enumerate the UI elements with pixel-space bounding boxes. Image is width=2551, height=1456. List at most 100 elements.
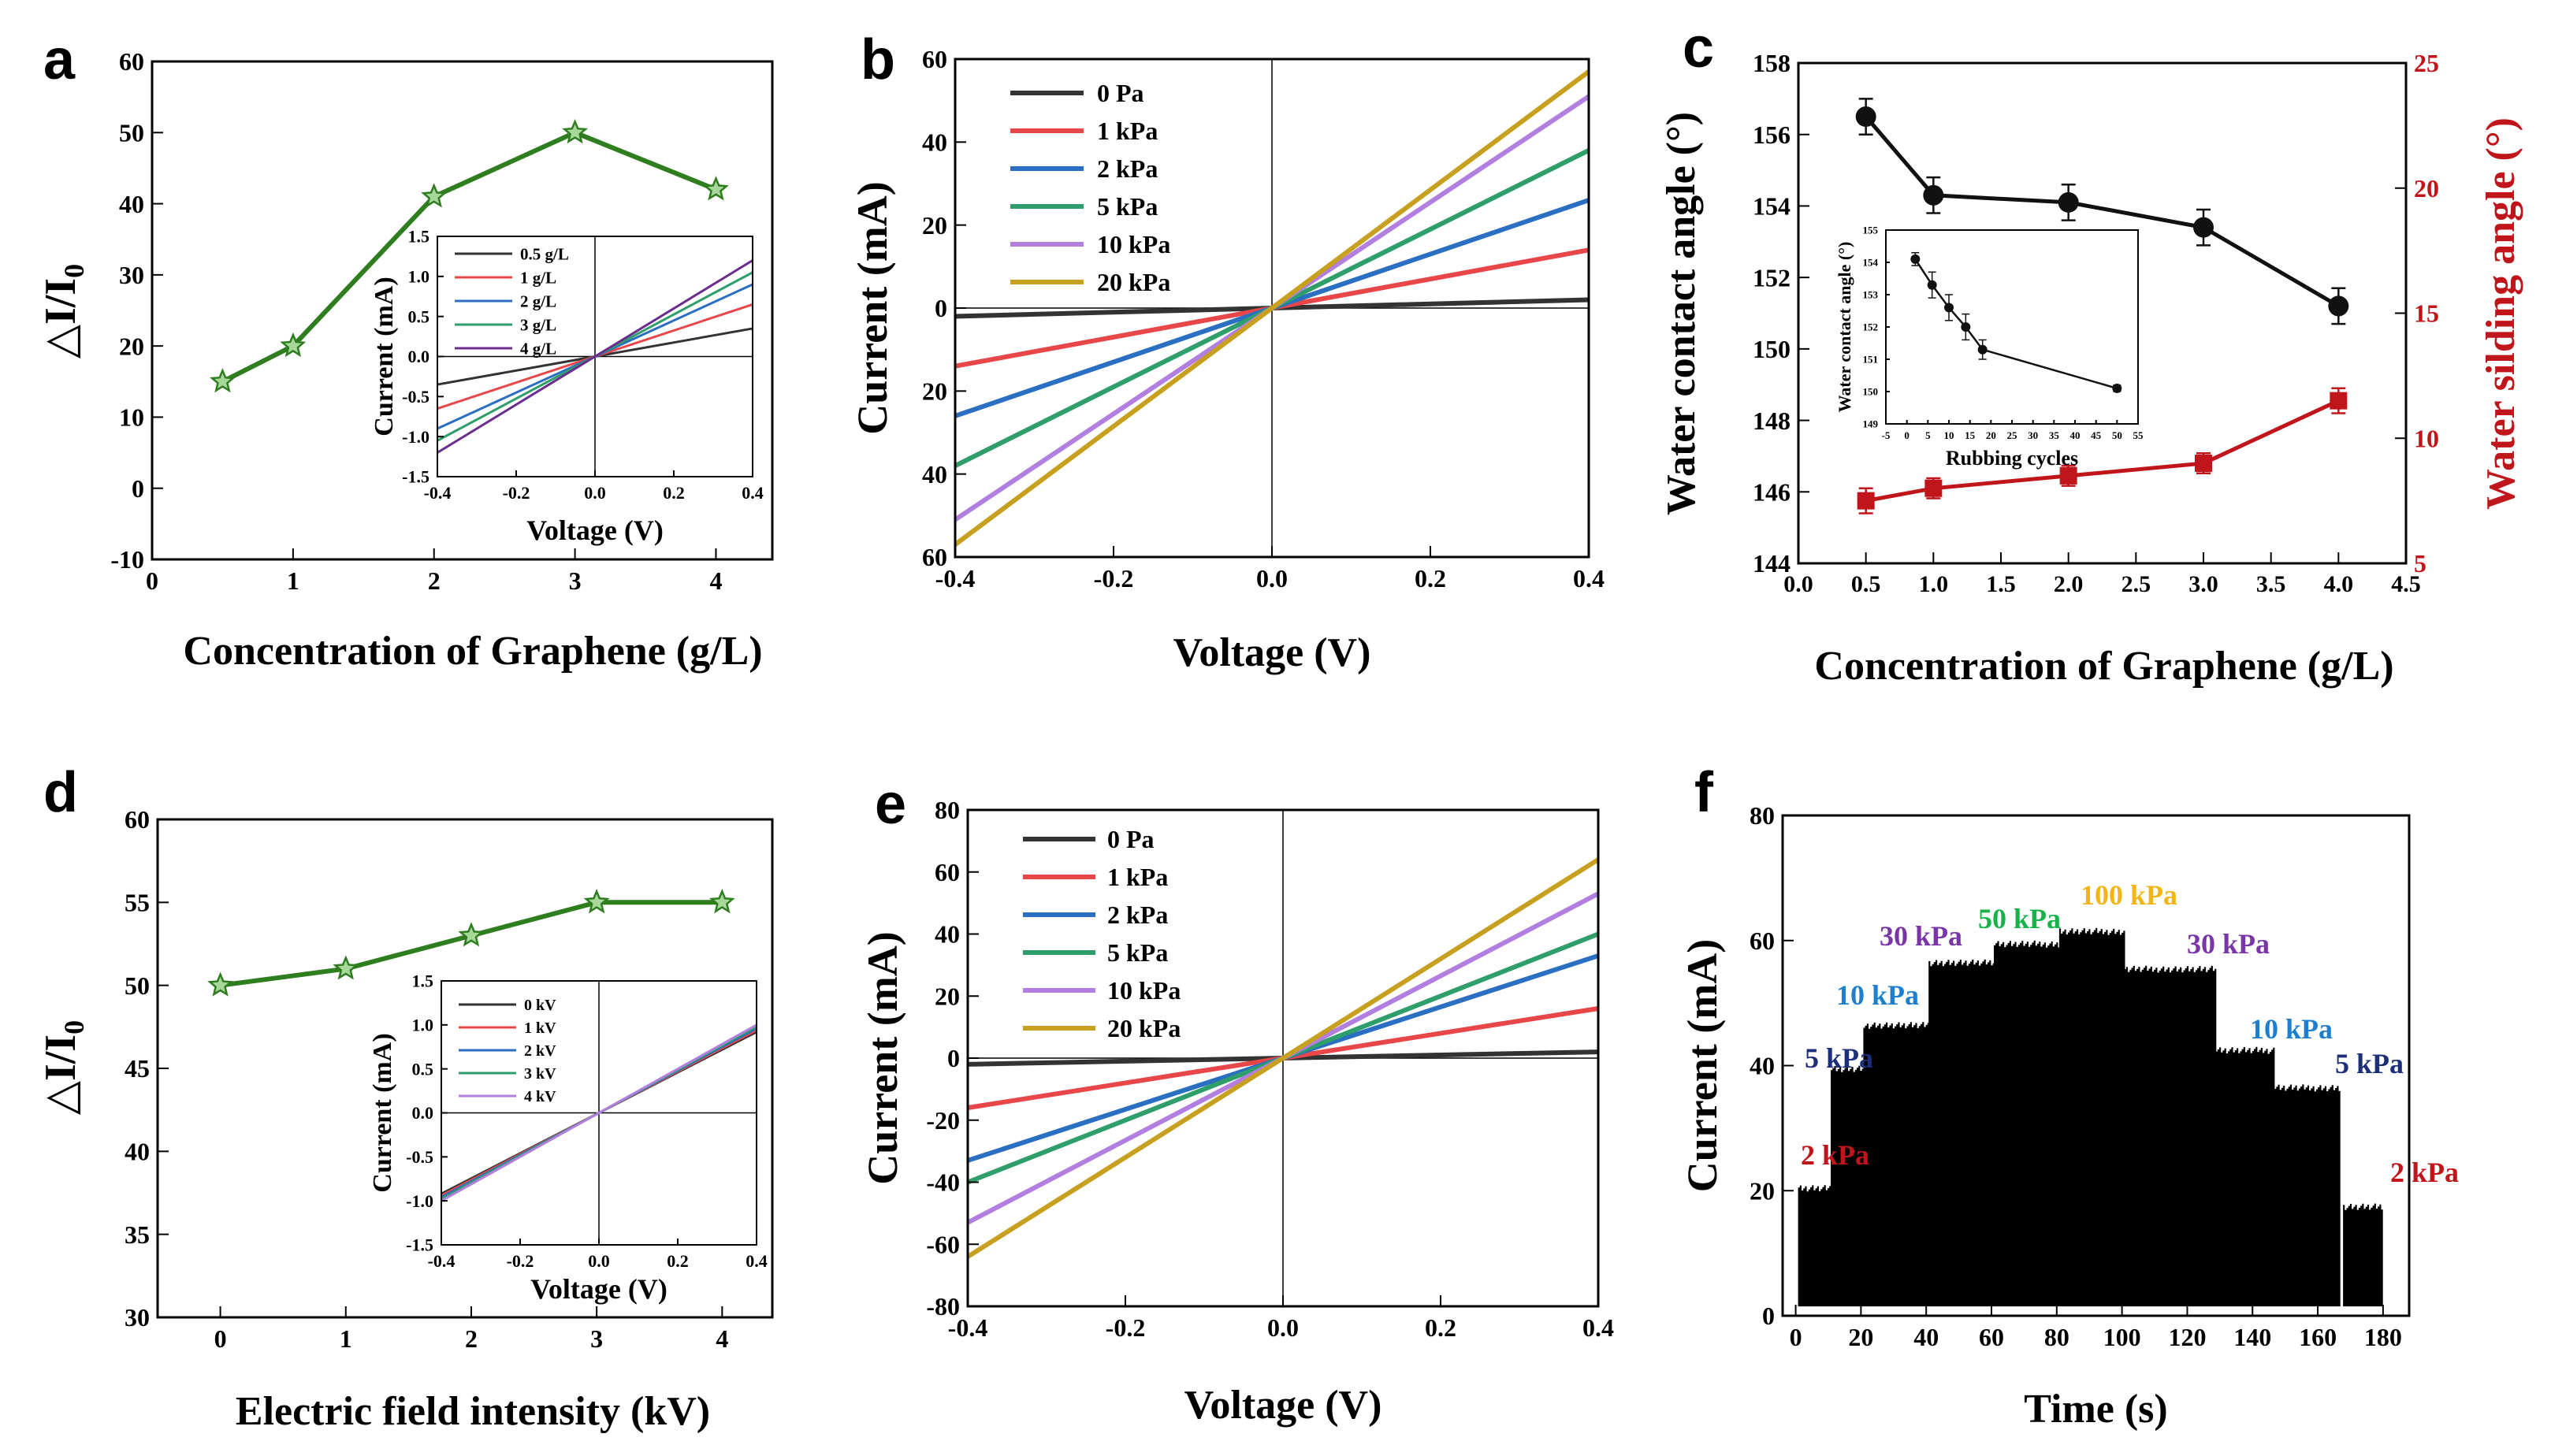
panel-d-inset-ytick-label: -1.0 <box>406 1191 433 1211</box>
panel-c-square-marker <box>2330 392 2348 410</box>
panel-d-ytick-label: 30 <box>125 1303 150 1332</box>
panel-c-xtick-label: 3.5 <box>2256 571 2286 597</box>
panel-f-xtick-label: 120 <box>2168 1323 2206 1351</box>
panel-c-ytick-label: 156 <box>1753 121 1791 149</box>
panel-c-ytick-label-right: 25 <box>2414 49 2439 77</box>
panel-c-inset-xtick-label: 15 <box>1965 429 1976 441</box>
panel-f-pressure-label: 30 kPa <box>2187 928 2270 960</box>
panel-c-inset-xtick-label: 45 <box>2091 429 2102 441</box>
panel-b-ylabel: Current (mA) <box>849 181 896 434</box>
panel-d-inset-xlabel: Voltage (V) <box>530 1273 667 1305</box>
panel-d-xtick-label: 4 <box>716 1324 728 1353</box>
panel-c-inset-circle-marker <box>1944 303 1954 313</box>
panel-a-inset-ytick-label: 1.5 <box>408 227 430 247</box>
panel-c-inset-ytick-label: 149 <box>1863 418 1879 430</box>
panel-b-legend-label: 1 kPa <box>1097 117 1158 145</box>
panel-c-xlabel: Concentration of Graphene (g/L) <box>1814 644 2393 689</box>
panel-c-circle-marker <box>1855 106 1876 128</box>
panel-b-ytick-label: 40 <box>922 128 947 157</box>
panel-c-xtick-label: 4.0 <box>2324 571 2354 597</box>
panel-d-ytick-label: 50 <box>125 971 150 1000</box>
panel-c-inset-xtick-label: -5 <box>1882 429 1891 441</box>
panel-f-xtick-label: 60 <box>1979 1323 2004 1351</box>
panel-d-star-marker <box>458 922 485 947</box>
panel-a-inset-xlabel: Voltage (V) <box>526 514 664 546</box>
panel-c-circle-marker <box>2193 217 2214 238</box>
panel-d-star-marker <box>708 889 735 914</box>
panel-f-xlabel: Time (s) <box>2024 1387 2167 1432</box>
panel-a-inset-ytick-label: 0.5 <box>408 306 430 326</box>
panel-a-ytick-label: 50 <box>119 118 144 147</box>
panel-letter-b: b <box>861 28 895 91</box>
panel-f-ytick-label: 60 <box>1750 927 1775 955</box>
panel-b-legend-label: 20 kPa <box>1097 268 1170 296</box>
panel-a-frame <box>151 60 774 561</box>
panel-f-pressure-label: 2 kPa <box>1801 1139 1869 1171</box>
panel-d-ytick-label: 35 <box>125 1220 150 1249</box>
panel-a-inset-legend-label: 2 g/L <box>520 292 556 310</box>
panel-a-inset-xtick-label: 0.4 <box>742 483 764 503</box>
panel-e-ytick-label: -40 <box>926 1168 960 1197</box>
panel-c-ytick-label: 152 <box>1753 263 1791 292</box>
panel-a-xtick-label: 3 <box>569 566 582 595</box>
panel-c-ytick-label-right: 10 <box>2414 424 2439 452</box>
panel-e: -0.4 -0.2 0.0 0.2 0.4 -80 -60 -40 -20 0 20 40 60 80 Vo… <box>859 796 1614 1428</box>
panel-c-circle-marker <box>2328 295 2349 317</box>
panel-a-xtick-label: 1 <box>287 566 299 595</box>
panel-a-xlabel: Concentration of Graphene (g/L) <box>183 629 762 674</box>
panel-f-ytick-label: 80 <box>1750 801 1775 830</box>
panel-e-legend-label: 5 kPa <box>1107 938 1168 967</box>
panel-a-star-marker <box>280 332 307 358</box>
panel-f: 0 20 40 60 80 100 120 140 160 180 0 20 40 60 80 Time (s… <box>1679 801 2459 1432</box>
panel-c-ytick-label: 146 <box>1753 477 1791 506</box>
panel-f-pressure-label: 10 kPa <box>1836 979 1919 1011</box>
panel-d-inset-legend-label: 2 kV <box>524 1042 556 1060</box>
panel-c-ytick-label-right: 15 <box>2414 299 2439 328</box>
panel-a-inset-legend-label: 4 g/L <box>520 339 556 358</box>
panel-d-ytick-label: 55 <box>125 889 150 917</box>
panel-f-ytick-label: 40 <box>1750 1052 1775 1080</box>
panel-c-right-ylabel: Water silding angle (°) <box>2478 117 2523 510</box>
panel-f-ylabel: Current (mA) <box>1679 939 1726 1192</box>
panel-d-star-marker <box>333 955 359 980</box>
panel-d-ytick-label: 45 <box>125 1054 150 1083</box>
panel-c-ylabel: Water contact angle (°) <box>1659 112 1704 515</box>
panel-e-ytick-label: -80 <box>926 1292 960 1320</box>
panel-c-circle-marker <box>2058 191 2079 213</box>
panel-f-xtick-label: 100 <box>2103 1323 2141 1351</box>
panel-b-xtick-label: 0.4 <box>1573 564 1605 592</box>
panel-a-inset-xtick-label: -0.2 <box>503 483 530 503</box>
panel-d-ytick-label: 40 <box>125 1138 150 1166</box>
panel-d-inset-ytick-label: 1.5 <box>412 971 434 991</box>
panel-letter-d: d <box>43 761 78 824</box>
panel-c-inset-ytick-label: 154 <box>1863 257 1879 269</box>
panel-e-xtick-label: -0.4 <box>948 1313 988 1342</box>
panel-a-ytick-label: 10 <box>119 403 144 432</box>
panel-a-ylabel: △I/I0 <box>36 264 90 358</box>
panel-c-inset-ytick-label: 150 <box>1863 386 1879 398</box>
panel-d-star-marker <box>583 889 610 914</box>
panel-b-xtick-label: 0.2 <box>1415 564 1446 592</box>
panel-c-ytick-label: 158 <box>1753 49 1791 77</box>
panel-e-legend-label: 10 kPa <box>1107 976 1181 1005</box>
panel-a-inset-legend-label: 3 g/L <box>520 315 556 334</box>
panel-c-inset-xtick-label: 30 <box>2028 429 2038 441</box>
panel-b-ytick-label: 40 <box>922 460 947 488</box>
panel-a-xtick-label: 0 <box>146 566 158 595</box>
panel-a-star-marker <box>562 119 589 144</box>
panel-c-inset-series-line <box>1914 258 2118 390</box>
panel-c-circle-marker <box>1923 184 1944 206</box>
panel-c-ytick-label: 148 <box>1753 407 1791 435</box>
panel-f-xtick-label: 80 <box>2044 1323 2069 1351</box>
panel-a-inset-legend-label: 1 g/L <box>520 268 556 287</box>
panel-b-legend-label: 0 Pa <box>1097 79 1144 107</box>
panel-c-inset-ytick-label: 153 <box>1863 289 1879 301</box>
panel-d-inset-ytick-label: 0.5 <box>412 1059 434 1079</box>
panel-d-inset-ytick-label: -0.5 <box>406 1147 433 1167</box>
panel-e-ytick-label: 80 <box>935 796 960 824</box>
panel-e-xtick-label: 0.0 <box>1267 1313 1299 1342</box>
panel-c-inset-xtick-label: 55 <box>2133 429 2144 441</box>
panel-e-ytick-label: -60 <box>926 1230 960 1258</box>
panel-c-inset-xtick-label: 50 <box>2112 429 2122 441</box>
